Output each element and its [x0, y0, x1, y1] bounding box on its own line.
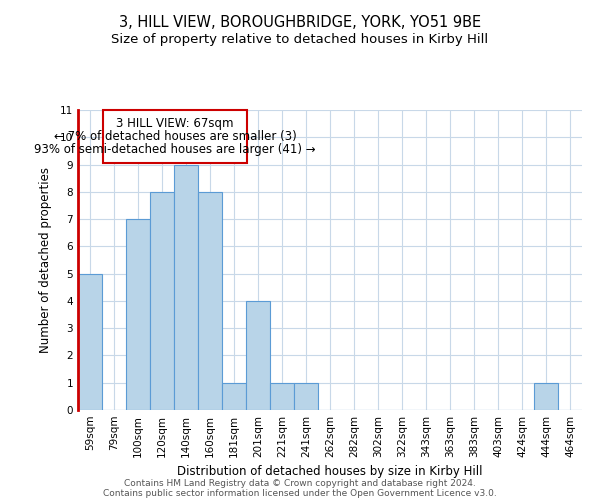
Text: 93% of semi-detached houses are larger (41) →: 93% of semi-detached houses are larger (… — [34, 144, 316, 156]
Bar — [270, 382, 294, 410]
Bar — [198, 192, 222, 410]
Text: 3, HILL VIEW, BOROUGHBRIDGE, YORK, YO51 9BE: 3, HILL VIEW, BOROUGHBRIDGE, YORK, YO51 … — [119, 15, 481, 30]
Y-axis label: Number of detached properties: Number of detached properties — [38, 167, 52, 353]
Text: Contains HM Land Registry data © Crown copyright and database right 2024.: Contains HM Land Registry data © Crown c… — [124, 478, 476, 488]
Bar — [246, 301, 270, 410]
Bar — [78, 274, 102, 410]
Text: ← 7% of detached houses are smaller (3): ← 7% of detached houses are smaller (3) — [54, 130, 296, 143]
Bar — [534, 382, 558, 410]
Bar — [150, 192, 174, 410]
Bar — [294, 382, 318, 410]
X-axis label: Distribution of detached houses by size in Kirby Hill: Distribution of detached houses by size … — [177, 466, 483, 478]
Bar — [222, 382, 246, 410]
Bar — [174, 164, 198, 410]
FancyBboxPatch shape — [103, 110, 247, 163]
Bar — [126, 219, 150, 410]
Text: Contains public sector information licensed under the Open Government Licence v3: Contains public sector information licen… — [103, 488, 497, 498]
Text: 3 HILL VIEW: 67sqm: 3 HILL VIEW: 67sqm — [116, 117, 234, 130]
Text: Size of property relative to detached houses in Kirby Hill: Size of property relative to detached ho… — [112, 32, 488, 46]
